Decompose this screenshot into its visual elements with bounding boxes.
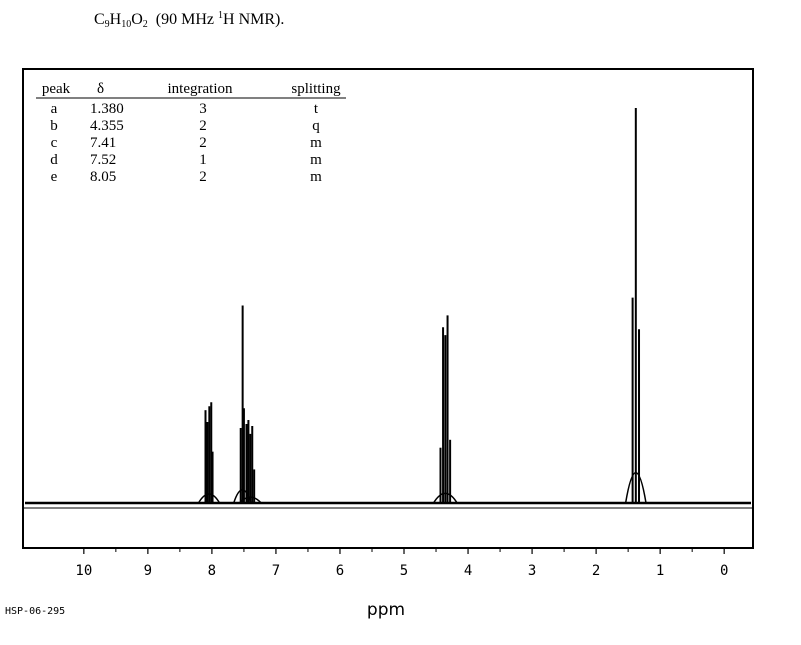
x-tick-label: 7 [272,563,280,579]
spectrum-heading: C9H10O2 (90 MHz 1H NMR). [94,10,284,30]
x-tick-label: 0 [720,563,728,579]
table-cell: 7.41 [90,135,116,151]
peak-table: peak δ integration splitting a 1.380 3 t b 4.355 2… [36,81,346,185]
table-cell: c [51,135,58,151]
table-cell: d [50,152,58,168]
x-tick-label: 2 [592,563,600,579]
table-cell: 3 [199,101,207,117]
spectrum-code: HSP-06-295 [5,606,65,617]
x-axis: 10 9 8 7 6 5 4 3 2 1 0 [75,548,728,579]
table-header: splitting [291,81,341,97]
table-header: δ [97,81,104,97]
heading-part: C [94,11,105,28]
table-cell: a [51,101,58,117]
heading-part: 1 [218,10,224,21]
x-tick-label: 4 [464,563,472,579]
plot-frame [22,68,754,549]
table-cell: 2 [199,135,207,151]
table-cell: m [310,169,322,185]
table-header: peak [42,81,71,97]
table-cell: q [312,118,320,134]
heading-part: O [131,11,143,28]
table-cell: 8.05 [90,169,116,185]
heading-part: (90 MHz [147,11,219,28]
table-header: integration [168,81,233,97]
heading-part: 2 [142,19,148,30]
table-cell: 2 [199,118,207,134]
x-tick-label: 9 [144,563,152,579]
heading-part: H [109,11,122,28]
x-tick-label: 1 [656,563,664,579]
table-cell: 1.380 [90,101,124,117]
x-tick-label: 10 [75,563,92,579]
x-tick-label: 6 [336,563,344,579]
x-axis-title: ppm [367,600,405,620]
heading-part: 9 [104,19,110,30]
x-tick-label: 3 [528,563,536,579]
table-cell: 1 [199,152,207,168]
table-cell: m [310,135,322,151]
table-cell: 2 [199,169,207,185]
heading-part: 10 [121,19,132,30]
spectrum-trace [25,108,751,505]
table-cell: t [314,101,319,117]
table-cell: 4.355 [90,118,124,134]
table-cell: b [50,118,58,134]
x-tick-label: 5 [400,563,408,579]
table-cell: e [51,169,58,185]
table-cell: 7.52 [90,152,116,168]
table-cell: m [310,152,322,168]
heading-part: H NMR). [223,11,285,28]
x-tick-label: 8 [208,563,216,579]
